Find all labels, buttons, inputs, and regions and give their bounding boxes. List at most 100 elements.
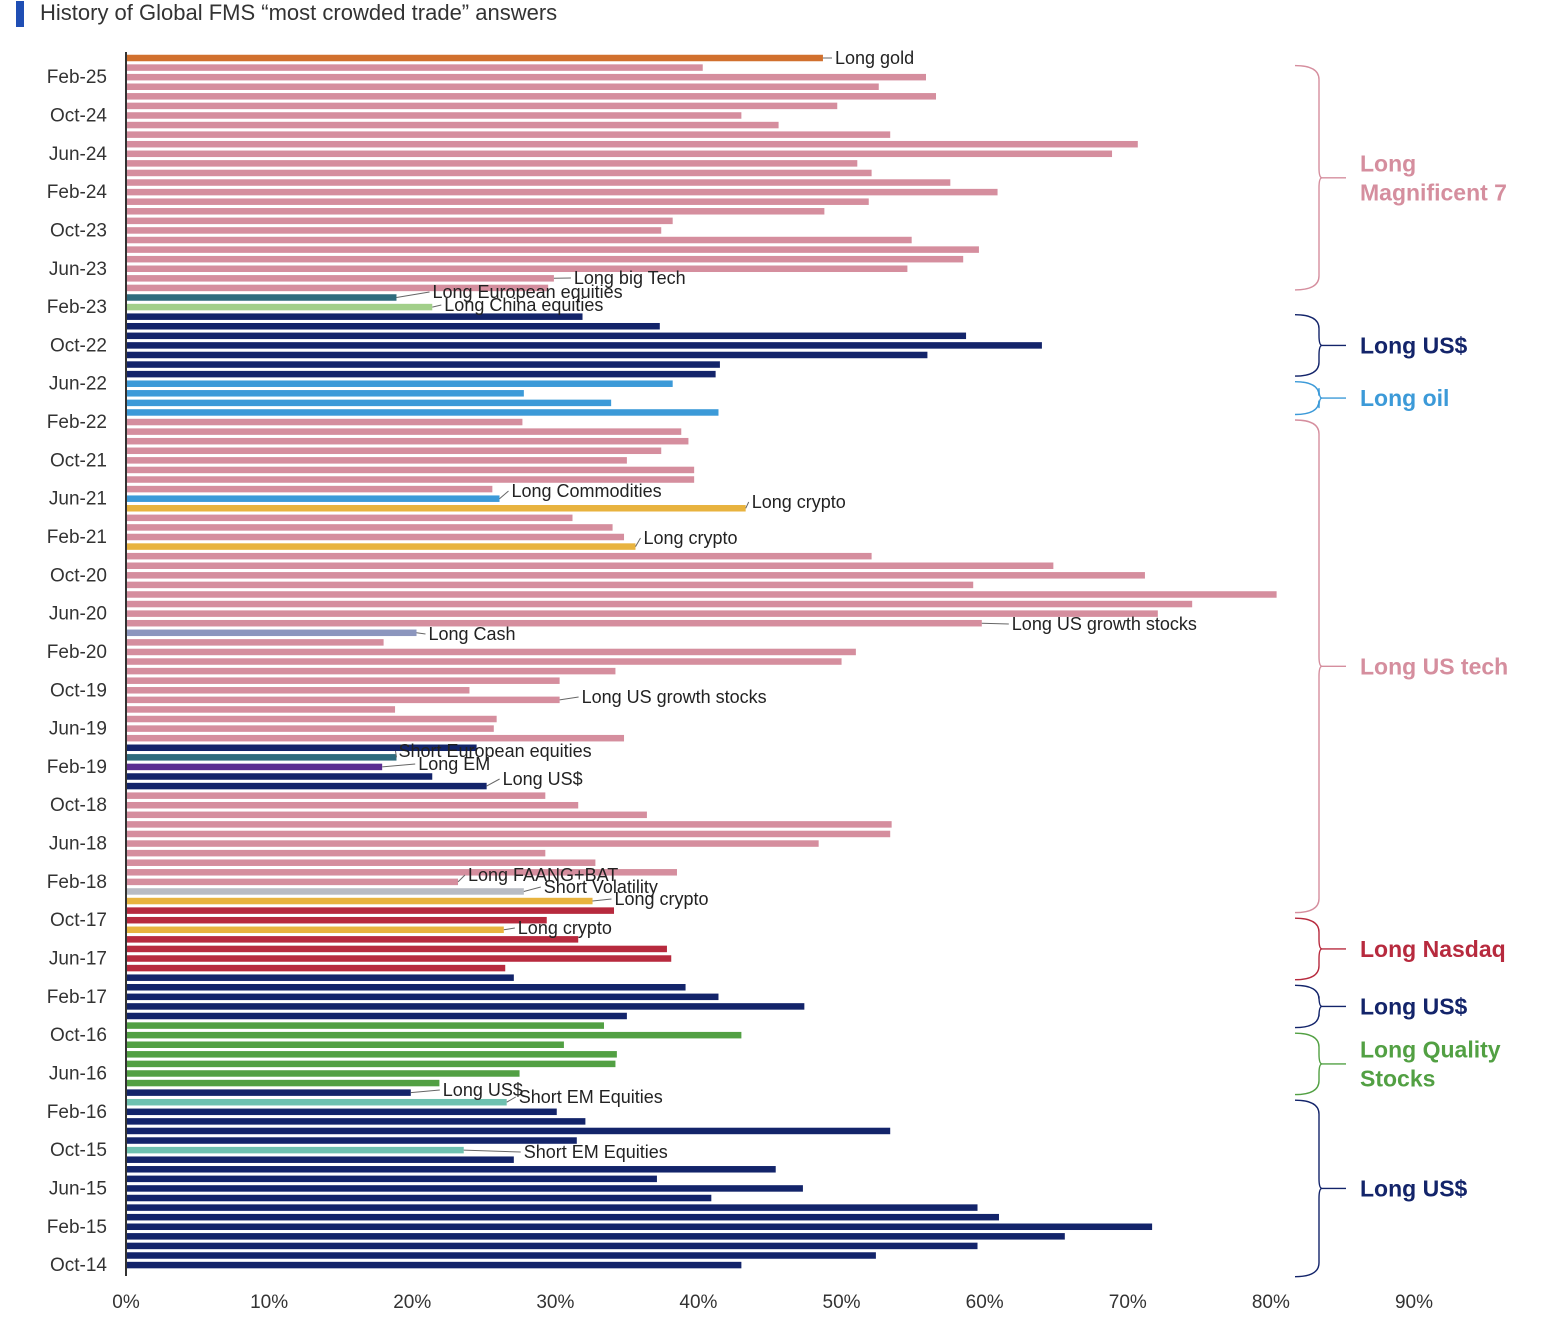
bar-100 <box>127 1012 627 1020</box>
y-tick-labels: Feb-25 Oct-24 Jun-24 Feb-24 Oct-23 Jun-23 Feb-… <box>47 67 108 1276</box>
bar-90 <box>127 916 547 924</box>
bar-68 <box>127 706 396 713</box>
bar-annotation: Long European equities <box>433 282 623 302</box>
leader-line <box>559 696 579 701</box>
bar-32 <box>127 361 720 368</box>
bar-27 <box>127 313 583 320</box>
bar-annotation: Long EM <box>418 754 490 774</box>
bar-87 <box>127 888 524 895</box>
y-tick-label: Oct-16 <box>50 1025 107 1046</box>
leader-line <box>410 1089 440 1094</box>
bar-50 <box>127 533 625 541</box>
y-tick-label: Jun-16 <box>49 1063 107 1084</box>
bar-annotation: Long crypto <box>752 492 846 512</box>
bar-33 <box>127 370 716 378</box>
group-label: Long US tech <box>1360 653 1508 679</box>
bar-97 <box>127 984 686 991</box>
group-label: Long <box>1360 150 1416 176</box>
group-bracket <box>1294 419 1323 914</box>
bar-108 <box>127 1089 411 1096</box>
group-bracket <box>1294 381 1323 416</box>
bar-annotation: Long US growth stocks <box>582 687 767 707</box>
leader-line <box>395 750 397 758</box>
group-bracket <box>1294 1099 1323 1278</box>
y-tick-label: Feb-25 <box>47 67 107 88</box>
bar-116 <box>127 1166 776 1173</box>
bar-60 <box>127 629 417 637</box>
title-marker <box>16 1 24 27</box>
leader-line <box>635 537 641 547</box>
bar-106 <box>127 1070 520 1077</box>
bar-annotation: Long FAANG+BAT <box>468 865 618 885</box>
bar-25 <box>127 294 397 301</box>
bar-51 <box>127 543 636 550</box>
bar-17 <box>127 217 673 225</box>
bar-67 <box>127 696 560 704</box>
y-tick-label: Oct-24 <box>50 105 107 126</box>
bar-62 <box>127 648 856 656</box>
bar-125 <box>127 1252 876 1259</box>
bar-70 <box>127 725 494 732</box>
bar-45 <box>127 485 493 493</box>
bar-121 <box>127 1213 999 1221</box>
leader-line <box>745 501 750 509</box>
x-tick-label: 20% <box>393 1292 431 1313</box>
y-tick-label: Jun-23 <box>49 259 107 280</box>
bar-22 <box>127 265 908 273</box>
bar-91 <box>127 926 504 934</box>
bar-104 <box>127 1051 617 1058</box>
bar-annotation: Long Commodities <box>512 481 662 501</box>
leader-line <box>396 291 430 298</box>
bar-annotation: Long crypto <box>615 889 709 909</box>
bar-96 <box>127 974 514 981</box>
group-bracket <box>1294 64 1323 291</box>
bar-105 <box>127 1060 616 1068</box>
bar-9 <box>127 140 1138 148</box>
bar-19 <box>127 236 912 244</box>
bar-30 <box>127 342 1042 349</box>
bar-79 <box>127 811 647 819</box>
leader-line <box>506 1096 516 1103</box>
bar-85 <box>127 869 677 876</box>
bar-annotation: Long crypto <box>518 918 612 938</box>
group-bracket <box>1294 314 1323 377</box>
leader-line <box>523 886 541 892</box>
bar-10 <box>127 150 1113 158</box>
group-bracket <box>1294 917 1323 981</box>
y-tick-label: Feb-16 <box>47 1102 107 1123</box>
x-tick-label: 40% <box>679 1292 717 1313</box>
x-tick-label: 10% <box>250 1292 288 1313</box>
y-tick-label: Oct-23 <box>50 220 107 241</box>
bar-37 <box>127 409 719 416</box>
x-tick-label: 60% <box>966 1292 1004 1313</box>
group-bracket <box>1294 1032 1323 1096</box>
y-tick-label: Feb-21 <box>47 527 107 548</box>
bar-84 <box>127 859 596 866</box>
y-tick-label: Feb-15 <box>47 1217 107 1238</box>
y-tick-label: Feb-19 <box>47 757 107 778</box>
bar-64 <box>127 667 616 675</box>
group-brackets: Long Magnificent 7 Long US$ Long oil Long US… <box>1294 64 1508 1278</box>
bar-113 <box>127 1137 577 1144</box>
bar-89 <box>127 907 615 914</box>
leader-line <box>486 778 500 787</box>
bar-88 <box>127 897 593 905</box>
bar-annotation: Short European equities <box>399 741 592 761</box>
group-label: Long Quality <box>1360 1036 1501 1062</box>
bar-63 <box>127 658 842 665</box>
bar-124 <box>127 1242 978 1250</box>
y-tick-label: Oct-19 <box>50 680 107 701</box>
bar-56 <box>127 591 1277 598</box>
bar-120 <box>127 1204 978 1211</box>
y-tick-label: Feb-23 <box>47 297 107 318</box>
bar-21 <box>127 255 964 263</box>
bar-101 <box>127 1022 604 1029</box>
bar-53 <box>127 562 1054 569</box>
bar-80 <box>127 821 892 828</box>
group-label: Long oil <box>1360 385 1449 411</box>
bar-annotation: Long US$ <box>443 1080 523 1100</box>
bar-72 <box>127 744 477 752</box>
bar-14 <box>127 188 998 196</box>
bar-119 <box>127 1194 712 1202</box>
